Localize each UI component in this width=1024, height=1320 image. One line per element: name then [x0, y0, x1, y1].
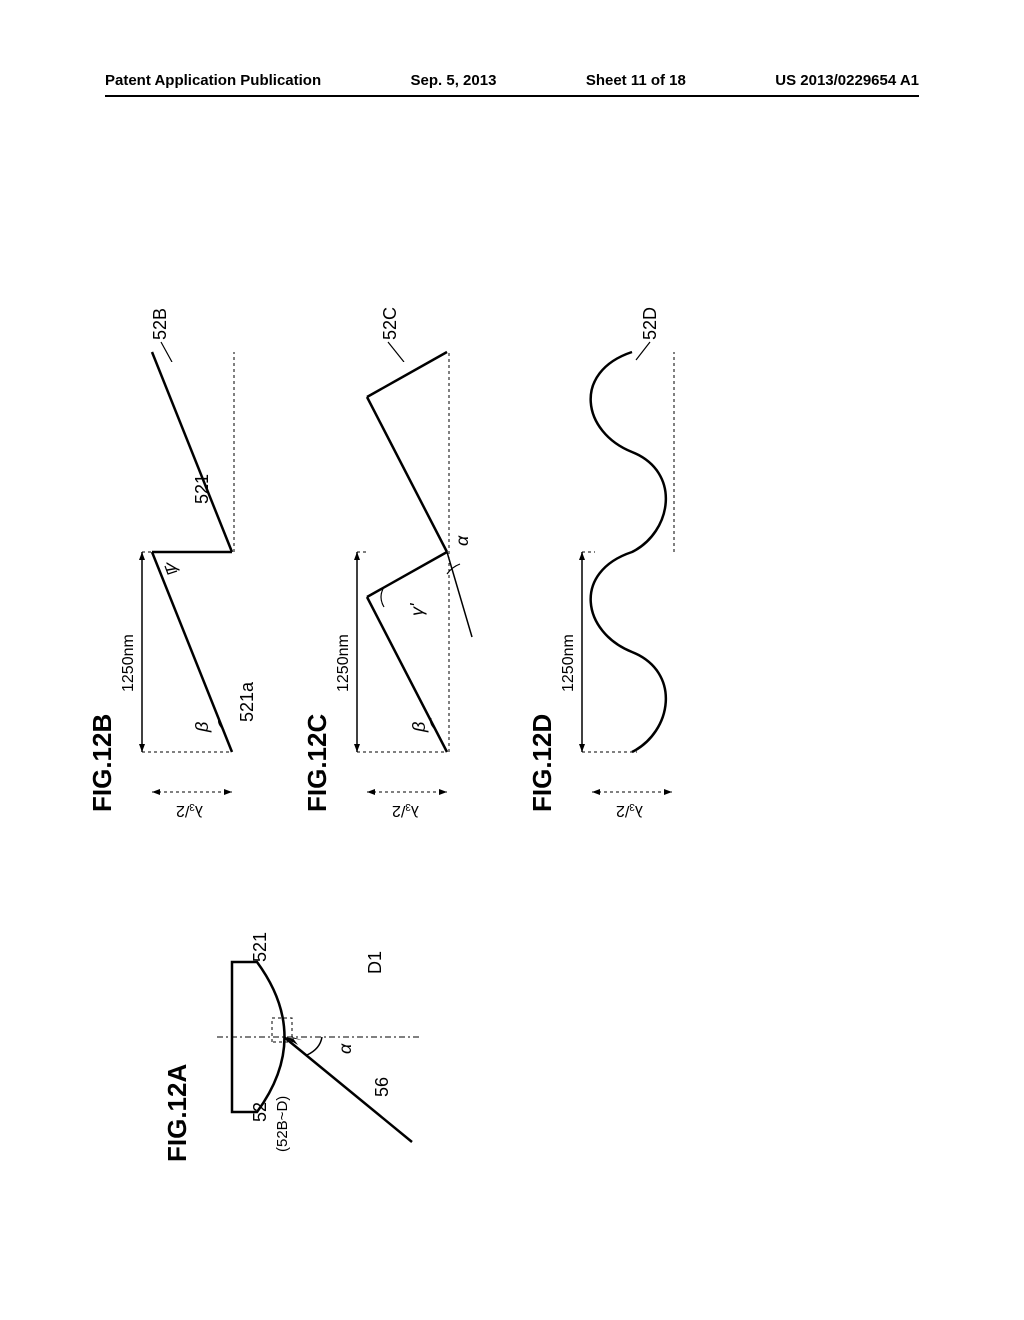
figure-container: FIG.12A 52 (52B~D) 521 56 α D1 FIG.12B [12, 188, 1012, 1212]
fig-12c-label: FIG.12C [302, 714, 333, 812]
surface-label-12b: 521 [192, 474, 213, 504]
ray-label: 56 [372, 1077, 393, 1097]
height-label-12b: λ3/2 [176, 801, 203, 819]
header-divider [105, 95, 919, 97]
tri-rise-2 [367, 397, 447, 552]
sheet-info: Sheet 11 of 18 [586, 72, 686, 89]
period-label-12c: 1250nm [335, 634, 353, 692]
ref-leader-12c [384, 332, 409, 362]
lens-label: 52 (52B~D) [250, 1102, 292, 1152]
angle-gamma-12b: γ [160, 563, 181, 572]
period-label-12b: 1250nm [120, 634, 138, 692]
axis-label: D1 [365, 951, 386, 974]
angle-beta-12b: β [192, 722, 213, 732]
patent-number: US 2013/0229654 A1 [775, 72, 919, 89]
fig-12d-label: FIG.12D [527, 714, 558, 812]
tri-fall-1 [367, 552, 447, 597]
angle-alpha-12a: α [335, 1044, 356, 1054]
angle-beta-12c: β [409, 722, 430, 732]
period-label-12d: 1250nm [560, 634, 578, 692]
fig-12a-diagram [212, 892, 432, 1172]
fig-12c-diagram [332, 312, 492, 812]
facet-label-12b: 521a [237, 682, 258, 722]
height-label-12d: λ3/2 [616, 801, 643, 819]
sawtooth-rise-2 [152, 352, 232, 552]
surface-label-12a: 521 [250, 932, 271, 962]
fig-12d-sine [557, 312, 707, 812]
ref-leader-12b [157, 332, 177, 362]
page-header: Patent Application Publication Sep. 5, 2… [0, 72, 1024, 89]
ref-leader-12d [632, 332, 657, 362]
publication-date: Sep. 5, 2013 [411, 72, 497, 89]
fig-12b-diagram [117, 312, 267, 812]
fig-12b-label: FIG.12B [87, 714, 118, 812]
angle-arc [307, 1037, 322, 1055]
angle-gamma-prime-12c: γ' [407, 604, 428, 616]
fig-12a-label: FIG.12A [162, 1064, 193, 1162]
height-label-12c: λ3/2 [392, 801, 419, 819]
publication-type: Patent Application Publication [105, 72, 321, 89]
angle-alpha-12c: α [452, 536, 473, 546]
